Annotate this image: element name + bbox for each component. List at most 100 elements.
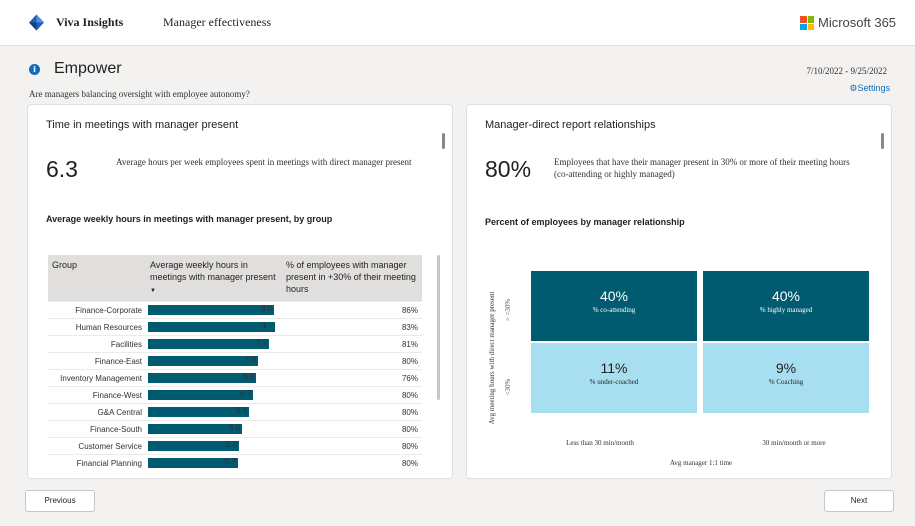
group-name: Finance-East [48, 352, 146, 370]
group-name: Inventory Management [48, 369, 146, 387]
hours-value: 6.4 [236, 406, 248, 415]
hours-cell: 5.7 [146, 454, 282, 472]
hours-value: 1 [262, 321, 267, 330]
quadrant-value: 40% [771, 288, 801, 304]
card-scrollbar[interactable] [442, 133, 445, 149]
gear-icon: ⚙ [849, 83, 858, 93]
x-axis-title: Avg manager 1:1 time [669, 459, 733, 467]
info-icon[interactable]: i [29, 64, 40, 75]
quadrant-coaching[interactable]: 9% % Coaching [703, 343, 869, 413]
y-tick-bottom: <30% [504, 378, 512, 396]
table-row[interactable]: Finance-East 7.0 80% [48, 352, 422, 370]
group-name: Finance-West [48, 386, 146, 404]
table-row[interactable]: Human Resources 1 83% [48, 318, 422, 336]
hours-value: 7.0 [245, 355, 257, 364]
group-name: G&A Central [48, 403, 146, 421]
microsoft-logo-icon [800, 16, 814, 30]
percent-value: 81% [282, 335, 422, 353]
viva-insights-logo-icon [29, 14, 44, 31]
column-header-label: Group [52, 260, 78, 270]
table-row[interactable]: Financial Planning 5.7 80% [48, 454, 422, 472]
quadrant-label: % highly managed [759, 306, 813, 314]
group-name: Finance-Corporate [48, 301, 146, 319]
y-tick-top: > =30% [504, 298, 512, 322]
hours-bar[interactable] [148, 390, 253, 400]
table-scrollbar[interactable] [437, 255, 440, 400]
metric-value: 80% [485, 156, 532, 182]
hours-bar[interactable] [148, 356, 258, 366]
quadrant-co-attending[interactable]: 40% % co-attending [531, 271, 697, 341]
percent-value: 80% [282, 437, 422, 455]
column-header-hours[interactable]: Average weekly hours in meetings with ma… [146, 255, 282, 302]
hours-value: 6.7 [240, 389, 252, 398]
hours-bar[interactable] [148, 441, 239, 451]
hours-cell: 7.0 [146, 352, 282, 370]
meetings-with-manager-card: Time in meetings with manager present 6.… [27, 104, 453, 479]
table-row[interactable]: G&A Central 6.4 80% [48, 403, 422, 421]
sort-desc-icon[interactable]: ▼ [150, 288, 156, 294]
x-tick-right: 30 min/month or more [762, 439, 826, 447]
x-tick-left: Less than 30 min/month [566, 439, 634, 447]
quadrant-label: % co-attending [592, 306, 636, 314]
hours-bar[interactable] [148, 305, 274, 315]
column-header-label: Average weekly hours in meetings with ma… [150, 260, 276, 282]
date-range: 7/10/2022 - 9/25/2022 [806, 66, 888, 76]
hours-cell: 6.9 [146, 369, 282, 387]
section-title: Average weekly hours in meetings with ma… [46, 214, 333, 224]
quadrant-label: % under-coached [589, 378, 639, 386]
next-button[interactable]: Next [824, 490, 894, 512]
hours-cell: 6.4 [146, 403, 282, 421]
percent-value: 80% [282, 454, 422, 472]
hours-cell: 6.7 [146, 386, 282, 404]
percent-value: 80% [282, 386, 422, 404]
hours-bar[interactable] [148, 458, 238, 468]
metric-value: 6.3 [46, 156, 78, 182]
group-name: Finance-South [48, 420, 146, 438]
quadrant-value: 11% [600, 360, 628, 376]
percent-value: 76% [282, 369, 422, 387]
metric-description: Average hours per week employees spent i… [116, 157, 412, 167]
hours-value: 5.7 [225, 457, 237, 466]
group-name: Facilities [48, 335, 146, 353]
group-table: Group Average weekly hours in meetings w… [48, 255, 422, 472]
hours-bar[interactable] [148, 322, 275, 332]
table-row[interactable]: Inventory Management 6.9 76% [48, 369, 422, 387]
group-name: Customer Service [48, 437, 146, 455]
group-name: Financial Planning [48, 454, 146, 472]
hours-cell: 6.0 [146, 420, 282, 438]
table-row[interactable]: Facilities 7.7 81% [48, 335, 422, 353]
page-title: Empower [54, 60, 122, 77]
column-header-label: % of employees with manager present in +… [286, 260, 416, 294]
hours-bar[interactable] [148, 339, 269, 349]
table-row[interactable]: Finance-Corporate 8.0 86% [48, 301, 422, 319]
hours-bar[interactable] [148, 373, 256, 383]
page-breadcrumb[interactable]: Manager effectiveness [163, 15, 272, 29]
settings-link[interactable]: ⚙Settings [849, 83, 890, 94]
quadrant-under-coached[interactable]: 11% % under-coached [531, 343, 697, 413]
page-subtitle: Are managers balancing oversight with em… [29, 89, 250, 99]
hours-bar[interactable] [148, 407, 249, 417]
hours-bar[interactable] [148, 424, 242, 434]
app-name[interactable]: Viva Insights [56, 15, 124, 29]
section-title: Percent of employees by manager relation… [485, 217, 685, 227]
table-row[interactable]: Customer Service 5.8 80% [48, 437, 422, 455]
top-bar: Viva Insights Manager effectiveness Micr… [0, 0, 915, 46]
brand-name: Microsoft 365 [818, 15, 897, 30]
quadrant-highly-managed[interactable]: 40% % highly managed [703, 271, 869, 341]
settings-label: Settings [857, 83, 890, 93]
column-header-percent[interactable]: % of employees with manager present in +… [282, 255, 422, 302]
percent-value: 80% [282, 352, 422, 370]
metric-description: Employees that have their manager presen… [554, 157, 850, 179]
hours-cell: 1 [146, 318, 282, 336]
card-scrollbar[interactable] [881, 133, 884, 149]
table-row[interactable]: Finance-West 6.7 80% [48, 386, 422, 404]
table-header-row: Group Average weekly hours in meetings w… [48, 255, 422, 302]
card-title: Manager-direct report relationships [485, 119, 656, 131]
card-title: Time in meetings with manager present [46, 119, 239, 131]
group-name: Human Resources [48, 318, 146, 336]
column-header-group[interactable]: Group [48, 255, 146, 302]
percent-value: 83% [282, 318, 422, 336]
hours-value: 7.7 [256, 338, 268, 347]
previous-button[interactable]: Previous [25, 490, 95, 512]
table-row[interactable]: Finance-South 6.0 80% [48, 420, 422, 438]
